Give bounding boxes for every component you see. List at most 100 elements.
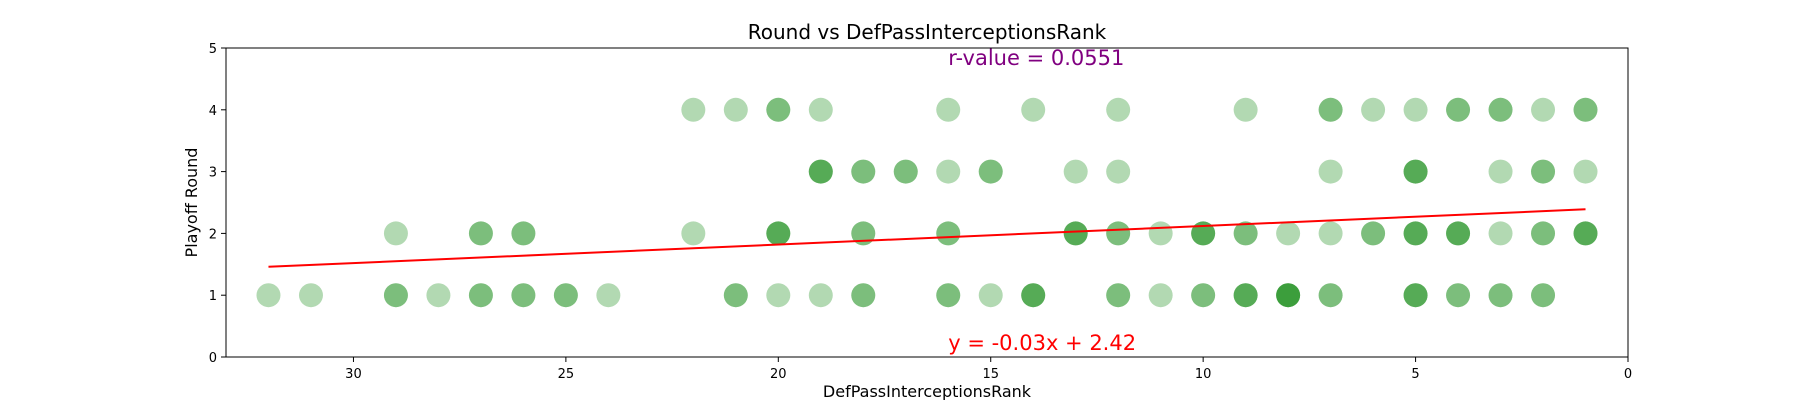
data-point	[1106, 283, 1131, 308]
data-point	[1191, 221, 1216, 246]
data-point	[1488, 221, 1513, 246]
data-point	[468, 283, 493, 308]
data-point	[851, 221, 876, 246]
data-point	[851, 159, 876, 184]
data-point	[1531, 283, 1556, 308]
data-point	[1276, 221, 1301, 246]
data-point	[1531, 221, 1556, 246]
data-point	[1106, 221, 1131, 246]
data-point	[1063, 221, 1088, 246]
data-point	[1403, 97, 1428, 122]
data-point	[1403, 283, 1428, 308]
data-point	[936, 283, 961, 308]
data-point	[1233, 221, 1258, 246]
data-point	[766, 97, 791, 122]
data-point	[1446, 221, 1471, 246]
regression-layer	[268, 208, 1586, 268]
data-point	[1446, 97, 1471, 122]
data-point	[1276, 283, 1301, 308]
data-point	[851, 283, 876, 308]
data-point	[978, 283, 1003, 308]
data-point	[1488, 159, 1513, 184]
data-point	[808, 159, 833, 184]
data-point	[1106, 221, 1131, 246]
data-point	[808, 159, 833, 184]
data-point	[851, 283, 876, 308]
y-tick-label: 4	[209, 104, 217, 119]
data-point	[1531, 221, 1556, 246]
data-point	[256, 283, 281, 308]
y-tick-label: 3	[209, 166, 217, 181]
data-point	[808, 97, 833, 122]
data-point	[1191, 221, 1216, 246]
data-point	[1106, 97, 1131, 122]
y-tick-label: 2	[209, 227, 217, 242]
data-point	[383, 221, 408, 246]
data-point	[766, 221, 791, 246]
data-point	[1191, 221, 1216, 246]
data-point	[596, 283, 621, 308]
data-point	[383, 283, 408, 308]
data-point	[936, 221, 961, 246]
data-point	[1531, 283, 1556, 308]
data-point	[936, 283, 961, 308]
data-point	[1148, 283, 1173, 308]
data-point	[1318, 221, 1343, 246]
y-tick-label: 0	[209, 351, 217, 366]
data-point	[1403, 221, 1428, 246]
data-point	[1403, 159, 1428, 184]
data-point	[1531, 159, 1556, 184]
data-point	[1318, 283, 1343, 308]
data-point	[1403, 283, 1428, 308]
data-point	[1191, 283, 1216, 308]
x-axis-label: DefPassInterceptionsRank	[823, 382, 1032, 400]
data-point	[553, 283, 578, 308]
plot-area-frame	[225, 47, 1629, 358]
x-axis-ticks: 30 25 20 15 10 5 0	[345, 357, 1632, 382]
data-point	[1403, 221, 1428, 246]
data-point	[1573, 97, 1598, 122]
data-point	[1446, 221, 1471, 246]
data-point	[1021, 283, 1046, 308]
data-point	[1488, 283, 1513, 308]
chart-title: Round vs DefPassInterceptionsRank	[748, 20, 1107, 44]
data-point	[893, 159, 918, 184]
data-point	[978, 159, 1003, 184]
data-point	[1021, 97, 1046, 122]
y-axis-ticks: 0 1 2 3 4 5	[209, 42, 226, 366]
data-point	[468, 283, 493, 308]
data-point	[1488, 97, 1513, 122]
x-tick-label: 20	[770, 367, 787, 382]
data-point	[1063, 221, 1088, 246]
data-point	[978, 159, 1003, 184]
data-point	[1573, 221, 1598, 246]
data-point	[851, 221, 876, 246]
y-tick-label: 5	[209, 42, 217, 57]
data-point	[426, 283, 451, 308]
data-point	[1446, 283, 1471, 308]
data-point	[808, 159, 833, 184]
data-point	[936, 221, 961, 246]
data-point	[511, 221, 536, 246]
data-point	[808, 283, 833, 308]
data-point	[1233, 283, 1258, 308]
data-point	[553, 283, 578, 308]
data-point	[298, 283, 323, 308]
data-point	[1573, 159, 1598, 184]
data-point	[766, 221, 791, 246]
data-point	[1531, 159, 1556, 184]
data-point	[1063, 159, 1088, 184]
x-tick-label: 25	[558, 367, 575, 382]
x-tick-label: 15	[982, 367, 999, 382]
regression-line	[268, 208, 1586, 268]
x-tick-label: 5	[1411, 367, 1419, 382]
data-point	[1488, 97, 1513, 122]
data-point	[1403, 221, 1428, 246]
data-point	[1403, 159, 1428, 184]
data-point	[723, 97, 748, 122]
data-point	[1233, 221, 1258, 246]
data-point	[1191, 283, 1216, 308]
points-layer	[256, 97, 1598, 308]
data-point	[766, 97, 791, 122]
